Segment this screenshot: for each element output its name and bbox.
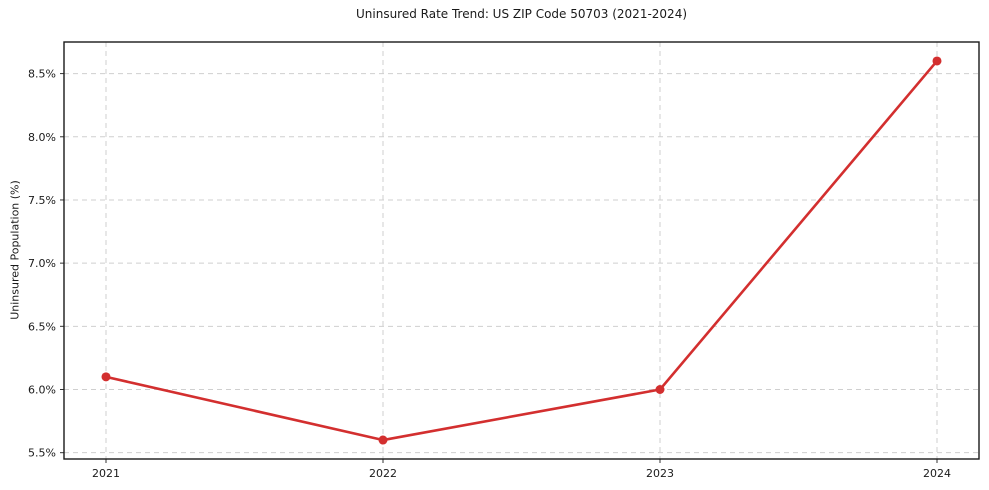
data-point [101,372,111,382]
plot-border [63,41,980,460]
data-point [932,56,942,66]
x-tick-label: 2024 [923,467,951,480]
y-tick-label: 7.5% [28,194,56,207]
trend-line [104,59,939,442]
chart-title: Uninsured Rate Trend: US ZIP Code 50703 … [355,7,688,21]
x-tick-label: 2021 [92,467,120,480]
y-tick-label: 5.5% [28,447,56,460]
y-tick-label: 8.0% [28,131,56,144]
y-tick-label: 7.0% [28,257,56,270]
data-point [378,435,388,445]
data-point [655,385,665,394]
y-tick-label: 6.5% [28,320,56,333]
y-tick-label: 6.0% [28,384,56,397]
x-tick-label: 2022 [369,467,397,480]
x-tick-label: 2023 [646,467,674,480]
y-tick-label: 8.5% [28,68,56,81]
